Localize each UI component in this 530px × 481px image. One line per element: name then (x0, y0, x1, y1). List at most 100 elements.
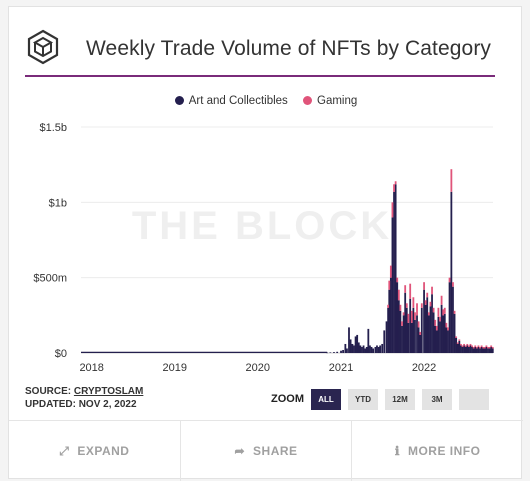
bar-art-and-collectibles (487, 348, 489, 353)
bar-gaming (456, 342, 459, 344)
bar-art-and-collectibles (479, 348, 481, 353)
bar-gaming (455, 336, 458, 338)
bar-art-and-collectibles (467, 346, 470, 353)
bar-art-and-collectibles (419, 334, 422, 353)
bar-gaming (467, 345, 470, 347)
legend-item-gaming[interactable]: Gaming (303, 95, 357, 107)
bar-art-and-collectibles (456, 343, 459, 353)
bar-art-and-collectibles (414, 319, 416, 353)
zoom-ytd-button[interactable]: YTD (348, 388, 378, 410)
y-tick-label: $0 (55, 348, 67, 360)
bar-art-and-collectibles (447, 330, 449, 353)
chart-title: Weekly Trade Volume of NFTs by Category (86, 37, 492, 60)
bar-art-and-collectibles (427, 315, 430, 353)
legend-item-art[interactable]: Art and Collectibles (174, 95, 288, 107)
bar-gaming (490, 345, 493, 347)
bar-art-and-collectibles (342, 349, 344, 353)
bar-gaming (480, 345, 483, 347)
bar-art-and-collectibles (471, 346, 473, 353)
bar-art-and-collectibles (333, 352, 335, 353)
bar-gaming (445, 322, 448, 328)
bar-art-and-collectibles (461, 346, 464, 353)
bar-art-and-collectibles (365, 346, 368, 353)
x-tick-label: 2021 (329, 362, 353, 374)
bar-art-and-collectibles (364, 348, 367, 353)
zoom-label: ZOOM (271, 393, 304, 405)
bar-art-and-collectibles (460, 345, 462, 353)
chart-plot: THE BLOCK $0 $500m $1b $1.5b 2018 2019 2020 2021… (33, 122, 494, 374)
bar-art-and-collectibles (437, 316, 440, 353)
bar-art-and-collectibles (453, 313, 456, 353)
source-link[interactable]: CRYPTOSLAM (73, 386, 144, 397)
bar-gaming (488, 346, 491, 349)
bar-art-and-collectibles (445, 327, 448, 353)
bar-art-and-collectibles (394, 184, 397, 353)
bar-gaming (435, 325, 438, 331)
bar-gaming (416, 303, 418, 316)
bar-gaming (394, 181, 397, 185)
bar-art-and-collectibles (431, 294, 433, 353)
zoom-custom-button[interactable] (459, 388, 489, 410)
legend-label-art: Art and Collectibles (188, 95, 288, 107)
bar-gaming (419, 331, 422, 335)
bar-art-and-collectibles (426, 297, 429, 353)
bar-gaming (389, 265, 392, 278)
bar-art-and-collectibles (401, 325, 403, 353)
zoom-all-button[interactable]: ALL (311, 388, 341, 410)
bar-art-and-collectibles (383, 330, 386, 353)
bar-art-and-collectibles (458, 340, 461, 353)
bar-art-and-collectibles (469, 345, 472, 353)
bar-art-and-collectibles (424, 304, 427, 353)
bar-art-and-collectibles (357, 342, 360, 353)
bar-art-and-collectibles (349, 339, 352, 353)
more-info-label: MORE INFO (407, 444, 481, 458)
bar-gaming (397, 289, 400, 301)
zoom-3m-button[interactable]: 3M (422, 388, 452, 410)
bar-gaming (410, 310, 413, 323)
source-info: SOURCE: CRYPTOSLAM UPDATED: NOV 2, 2022 (25, 385, 143, 411)
share-button[interactable]: ➦ SHARE (181, 421, 353, 481)
bar-gaming (448, 277, 451, 283)
bar-art-and-collectibles (443, 313, 446, 353)
bar-gaming (420, 303, 423, 308)
bar-art-and-collectibles (376, 345, 378, 353)
bar-art-and-collectibles (381, 343, 384, 353)
more-info-button[interactable]: ℹ MORE INFO (352, 421, 523, 481)
bar-gaming (427, 312, 430, 316)
action-bar: ⤢ EXPAND ➦ SHARE ℹ MORE INFO (9, 420, 523, 481)
bar-gaming (407, 313, 410, 323)
bar-art-and-collectibles (448, 282, 451, 353)
bar-art-and-collectibles (370, 346, 373, 353)
zoom-12m-button[interactable]: 12M (385, 388, 415, 410)
bar-gaming (401, 321, 403, 326)
title-divider (25, 75, 495, 77)
bar-gaming (402, 312, 405, 316)
bar-gaming (452, 282, 454, 287)
bar-gaming (431, 286, 433, 295)
bar-art-and-collectibles (455, 337, 458, 353)
bar-art-and-collectibles (353, 345, 355, 353)
bar-art-and-collectibles (435, 330, 438, 353)
bar-gaming (463, 343, 466, 346)
expand-button[interactable]: ⤢ EXPAND (9, 421, 181, 481)
bar-art-and-collectibles (344, 343, 347, 353)
bar-gaming (487, 346, 489, 349)
bar-art-and-collectibles (472, 348, 475, 353)
y-tick-label: $1.5b (39, 122, 67, 134)
bar-gaming (424, 300, 427, 305)
bar-gaming (460, 343, 462, 346)
bar-art-and-collectibles (389, 277, 392, 353)
bar-art-and-collectibles (409, 298, 412, 353)
bar-gaming (461, 345, 464, 347)
bar-art-and-collectibles (423, 289, 425, 353)
bar-gaming (405, 303, 408, 308)
bar-gaming (483, 346, 486, 349)
expand-label: EXPAND (77, 444, 130, 458)
the-block-cube-logo-icon (27, 29, 59, 65)
expand-arrows-icon: ⤢ (59, 443, 70, 458)
x-tick-label: 2019 (162, 362, 186, 374)
bar-gaming (466, 343, 469, 346)
bar-gaming (471, 345, 473, 347)
bar-art-and-collectibles (480, 346, 483, 353)
bar-art-and-collectibles (407, 322, 410, 353)
